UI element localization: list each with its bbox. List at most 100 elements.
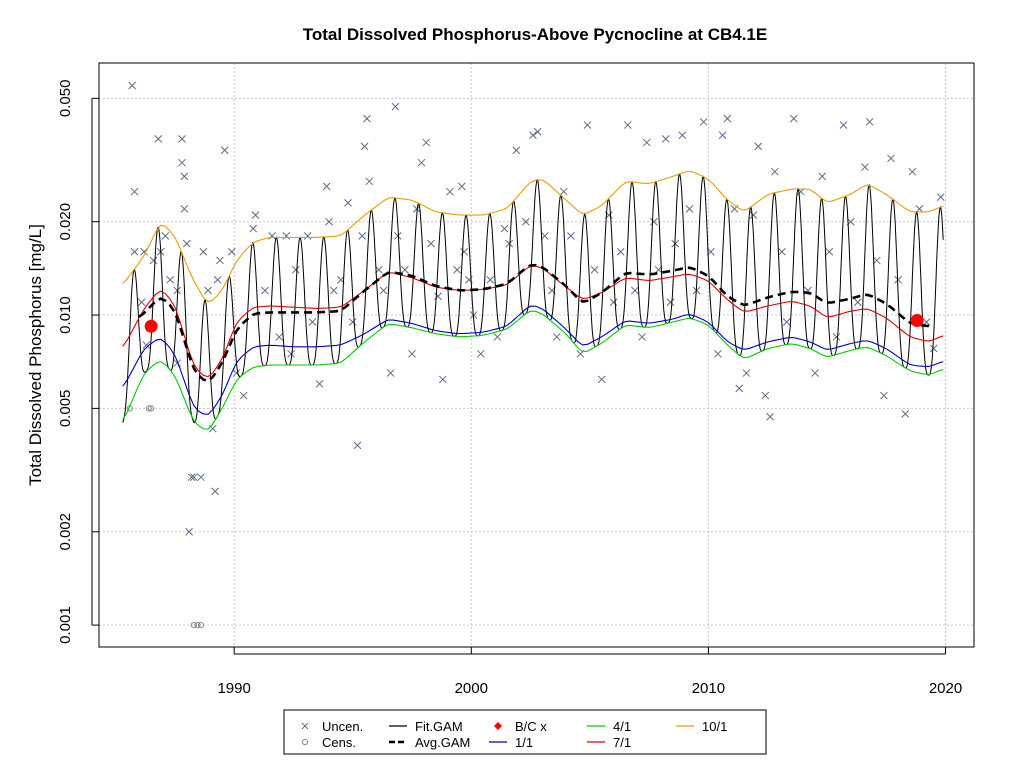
uncensored-point	[723, 114, 732, 123]
censored-point	[197, 622, 205, 629]
uncensored-point	[173, 359, 182, 367]
uncensored-point	[685, 205, 694, 213]
uncensored-point	[325, 217, 333, 226]
uncensored-point	[631, 286, 639, 295]
uncensored-point	[533, 127, 542, 136]
uncensored-point	[353, 441, 362, 450]
uncensored-point	[936, 193, 945, 202]
uncensored-point	[597, 375, 606, 384]
censored-point	[148, 405, 155, 412]
uncensored-point	[261, 286, 269, 295]
uncensored-point	[735, 384, 744, 393]
legend-label: Fit.GAM	[415, 719, 463, 734]
uncensored-point	[500, 224, 509, 233]
series-line-10-1	[122, 170, 944, 303]
bc-point	[144, 319, 158, 333]
uncensored-point	[142, 341, 151, 349]
x-tick-label: 2020	[929, 680, 962, 697]
uncensored-point	[861, 163, 869, 171]
uncensored-point	[714, 349, 722, 358]
uncensored-point	[303, 232, 312, 240]
uncensored-point	[887, 154, 895, 163]
uncensored-point	[915, 205, 924, 213]
uncensored-point	[422, 138, 431, 147]
y-tick-label: 0.005	[57, 390, 74, 428]
uncensored-point	[391, 102, 400, 111]
y-tick-label: 0.020	[57, 203, 74, 241]
legend-label: 4/1	[613, 719, 631, 734]
legend-marker-uncen	[301, 722, 309, 730]
uncensored-point	[189, 473, 198, 482]
uncensored-point	[322, 182, 331, 191]
legend-label: B/C x	[515, 719, 547, 734]
uncensored-point	[718, 131, 727, 140]
uncensored-point	[128, 81, 137, 90]
uncensored-point	[417, 158, 426, 167]
uncensored-point	[638, 333, 646, 341]
uncensored-point	[408, 349, 416, 358]
bc-points	[144, 314, 924, 333]
uncensored-point	[130, 247, 139, 256]
series-line-1-1	[122, 305, 944, 415]
uncensored-point	[761, 391, 770, 400]
avg-gam-line	[138, 263, 930, 383]
legend-box	[283, 709, 767, 755]
uncensored-point	[661, 135, 670, 143]
uncensored-point	[865, 117, 874, 126]
uncensored-point	[401, 265, 409, 274]
uncensored-point	[678, 131, 687, 140]
censored-point	[194, 622, 201, 629]
legend-label: 10/1	[702, 719, 727, 734]
uncensored-point	[839, 121, 848, 129]
plot-frame	[98, 62, 975, 648]
uncensored-point	[486, 275, 495, 284]
uncensored-point	[137, 298, 146, 307]
uncensored-point	[552, 333, 561, 341]
uncensored-point	[315, 379, 324, 388]
uncensored-point	[457, 182, 466, 191]
uncensored-point	[699, 117, 708, 126]
uncensored-point	[360, 142, 369, 151]
y-axis-label: Total Dissolved Phosphorus [mg/L]	[26, 224, 45, 486]
uncensored-point	[216, 256, 224, 265]
axes: 1990 2000 2010 2020 0.001 0.002 0.005 0.010 0.02…	[57, 80, 962, 697]
uncensored-point	[379, 286, 388, 295]
legend-label: Cens.	[322, 735, 356, 750]
uncensored-point	[853, 298, 862, 307]
uncensored-point	[427, 239, 435, 248]
uncensored-point	[251, 211, 260, 219]
uncensored-point	[211, 487, 220, 496]
censored-point	[190, 622, 197, 629]
x-tick-label: 2010	[692, 680, 725, 697]
uncensored-point	[929, 344, 938, 353]
uncensored-point	[180, 172, 189, 181]
uncensored-point	[818, 172, 827, 181]
fit-gam-line	[122, 173, 944, 424]
uncensored-point	[239, 391, 248, 400]
uncensored-point	[329, 286, 338, 295]
uncensored-point	[197, 473, 205, 482]
uncensored-point	[446, 187, 454, 196]
uncensored-point	[872, 256, 881, 265]
uncensored-point	[789, 114, 798, 123]
uncensored-point	[204, 286, 212, 295]
uncensored-point	[154, 135, 163, 143]
uncensored-point	[187, 473, 196, 482]
gridlines	[99, 63, 974, 647]
uncensored-point	[365, 177, 374, 186]
y-tick-label: 0.002	[57, 513, 74, 551]
uncensored-point	[249, 224, 257, 233]
uncensored-point	[213, 275, 222, 284]
uncensored-point	[505, 239, 514, 248]
y-tick-label: 0.001	[57, 606, 74, 644]
uncensored-point	[268, 232, 276, 240]
series-line-4-1	[122, 310, 944, 430]
uncensored-point	[166, 275, 174, 284]
legend-marker-bc	[494, 722, 502, 730]
bc-point	[910, 314, 924, 328]
legend-label: Uncen.	[322, 719, 363, 734]
censored-point	[145, 405, 152, 412]
uncensored-point	[348, 318, 357, 326]
uncensored-point	[393, 232, 402, 240]
uncensored-point	[894, 275, 902, 284]
